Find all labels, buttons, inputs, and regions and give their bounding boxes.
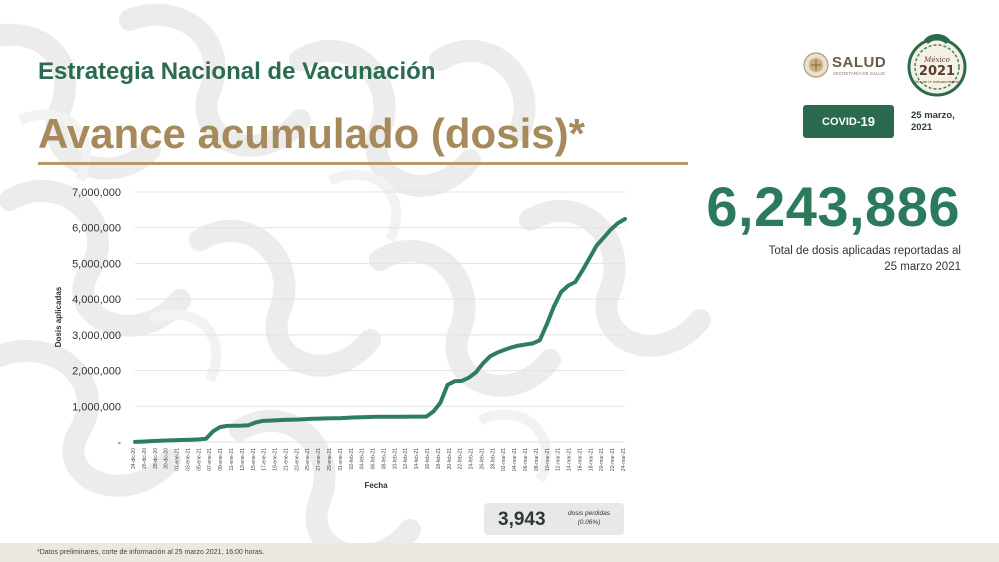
mexico-2021-seal-icon: México 2021 Año de la Independencia (907, 34, 967, 97)
x-tick-label: 04-feb-21 (360, 448, 366, 470)
x-tick-label: 18-feb-21 (436, 448, 442, 470)
x-tick-label: 21-ene-21 (283, 448, 289, 471)
x-tick-label: 10-feb-21 (392, 448, 398, 470)
x-tick-label: 05-ene-21 (196, 448, 202, 471)
x-tick-label: 26-dic-20 (142, 448, 148, 469)
y-tick-label: 7,000,000 (72, 187, 121, 199)
x-tick-label: 02-mar-21 (501, 448, 507, 471)
x-tick-label: 02-feb-21 (349, 448, 355, 470)
x-tick-label: 08-feb-21 (381, 448, 387, 470)
report-date-line1: 25 marzo, (911, 110, 955, 121)
x-tick-label: 29-ene-21 (327, 448, 333, 471)
x-tick-label: 22-feb-21 (458, 448, 464, 470)
cumulative-doses-line-chart: - 1,000,000 2,000,000 3,000,000 4,000,000 5,0… (54, 187, 627, 490)
x-tick-label: 06-mar-21 (523, 448, 529, 471)
chart-x-ticks: 24-dic-20 26-dic-20 28-dic-20 30-dic-20 01-e… (131, 448, 627, 471)
x-tick-label: 06-feb-21 (371, 448, 377, 470)
seal-text-independencia: Año de la Independencia (915, 80, 960, 84)
y-tick-label: 6,000,000 (72, 223, 121, 235)
x-tick-label: 28-feb-21 (490, 448, 496, 470)
report-date-line2: 2021 (911, 122, 933, 133)
x-tick-label: 19-ene-21 (273, 448, 279, 471)
y-tick-label: 4,000,000 (72, 294, 121, 306)
x-tick-label: 28-dic-20 (153, 448, 159, 469)
x-tick-label: 11-ene-21 (229, 448, 235, 471)
lost-doses-label-line1: dosis perdidas (568, 510, 610, 517)
x-tick-label: 23-ene-21 (294, 448, 300, 471)
covid-badge-number: 19 (860, 114, 875, 129)
page-title: Avance acumulado (dosis)* (38, 110, 585, 157)
x-tick-label: 10-mar-21 (545, 448, 551, 471)
x-tick-label: 18-mar-21 (588, 448, 594, 471)
x-axis-label: Fecha (364, 481, 388, 490)
x-tick-label: 15-ene-21 (251, 448, 257, 471)
title-divider (38, 162, 688, 165)
lost-doses-box: 3,943 dosis perdidas (0.06%) (484, 503, 624, 535)
x-tick-label: 08-mar-21 (534, 448, 540, 471)
y-tick-label: - (117, 437, 121, 449)
x-tick-label: 12-feb-21 (403, 448, 409, 470)
x-tick-label: 09-ene-21 (218, 448, 224, 471)
series-line (133, 217, 627, 444)
x-tick-label: 14-mar-21 (567, 448, 573, 471)
lost-doses-percent: (0.06%) (577, 519, 601, 526)
salud-logo-text: SALUD (832, 54, 887, 71)
chart-gridlines (135, 191, 625, 443)
x-tick-label: 27-ene-21 (316, 448, 322, 471)
salud-logo-subtext: SECRETARÍA DE SALUD (833, 71, 885, 76)
x-tick-label: 16-feb-21 (425, 448, 431, 470)
x-tick-label: 30-dic-20 (164, 448, 170, 469)
footer-bar (0, 543, 999, 562)
x-tick-label: 01-ene-21 (175, 448, 181, 471)
y-tick-label: 5,000,000 (72, 258, 121, 270)
x-tick-label: 24-mar-21 (621, 448, 627, 471)
header-title: Estrategia Nacional de Vacunación (38, 58, 436, 85)
total-doses-value: 6,243,886 (706, 175, 960, 238)
y-axis-label: Dosis aplicadas (54, 286, 63, 347)
total-caption-line1: Total de dosis aplicadas reportadas al (768, 245, 961, 257)
x-tick-label: 20-feb-21 (447, 448, 453, 470)
seal-text-mexico: México (923, 56, 950, 64)
lost-doses-value: 3,943 (498, 509, 546, 530)
y-tick-label: 1,000,000 (72, 401, 121, 413)
x-tick-label: 14-feb-21 (414, 448, 420, 470)
x-tick-label: 16-mar-21 (577, 448, 583, 471)
x-tick-label: 25-ene-21 (305, 448, 311, 471)
report-date: 25 marzo, 2021 (911, 110, 971, 134)
total-doses-caption: Total de dosis aplicadas reportadas al 2… (740, 243, 961, 275)
x-tick-label: 20-mar-21 (599, 448, 605, 471)
x-tick-label: 12-mar-21 (556, 448, 562, 471)
x-tick-label: 04-mar-21 (512, 448, 518, 471)
x-tick-label: 31-ene-21 (338, 448, 344, 471)
y-tick-label: 2,000,000 (72, 366, 121, 378)
y-tick-label: 3,000,000 (72, 330, 121, 342)
x-tick-label: 24-dic-20 (131, 448, 137, 469)
salud-logo-icon (803, 52, 829, 78)
covid-badge: COVID- 19 (803, 105, 894, 138)
x-tick-label: 13-ene-21 (240, 448, 246, 471)
chart-y-ticks: - 1,000,000 2,000,000 3,000,000 4,000,000 5,0… (72, 187, 121, 449)
x-tick-label: 24-feb-21 (469, 448, 475, 470)
lost-doses-label: dosis perdidas (0.06%) (562, 509, 616, 527)
x-tick-label: 03-ene-21 (185, 448, 191, 471)
footnote: *Datos preliminares, corte de informació… (37, 549, 265, 556)
x-tick-label: 17-ene-21 (262, 448, 268, 471)
x-tick-label: 22-mar-21 (610, 448, 616, 471)
covid-badge-text: COVID- (822, 115, 861, 128)
x-tick-label: 07-ene-21 (207, 448, 213, 471)
seal-year: 2021 (919, 64, 955, 79)
total-caption-line2: 25 marzo 2021 (884, 261, 961, 273)
x-tick-label: 26-feb-21 (479, 448, 485, 470)
